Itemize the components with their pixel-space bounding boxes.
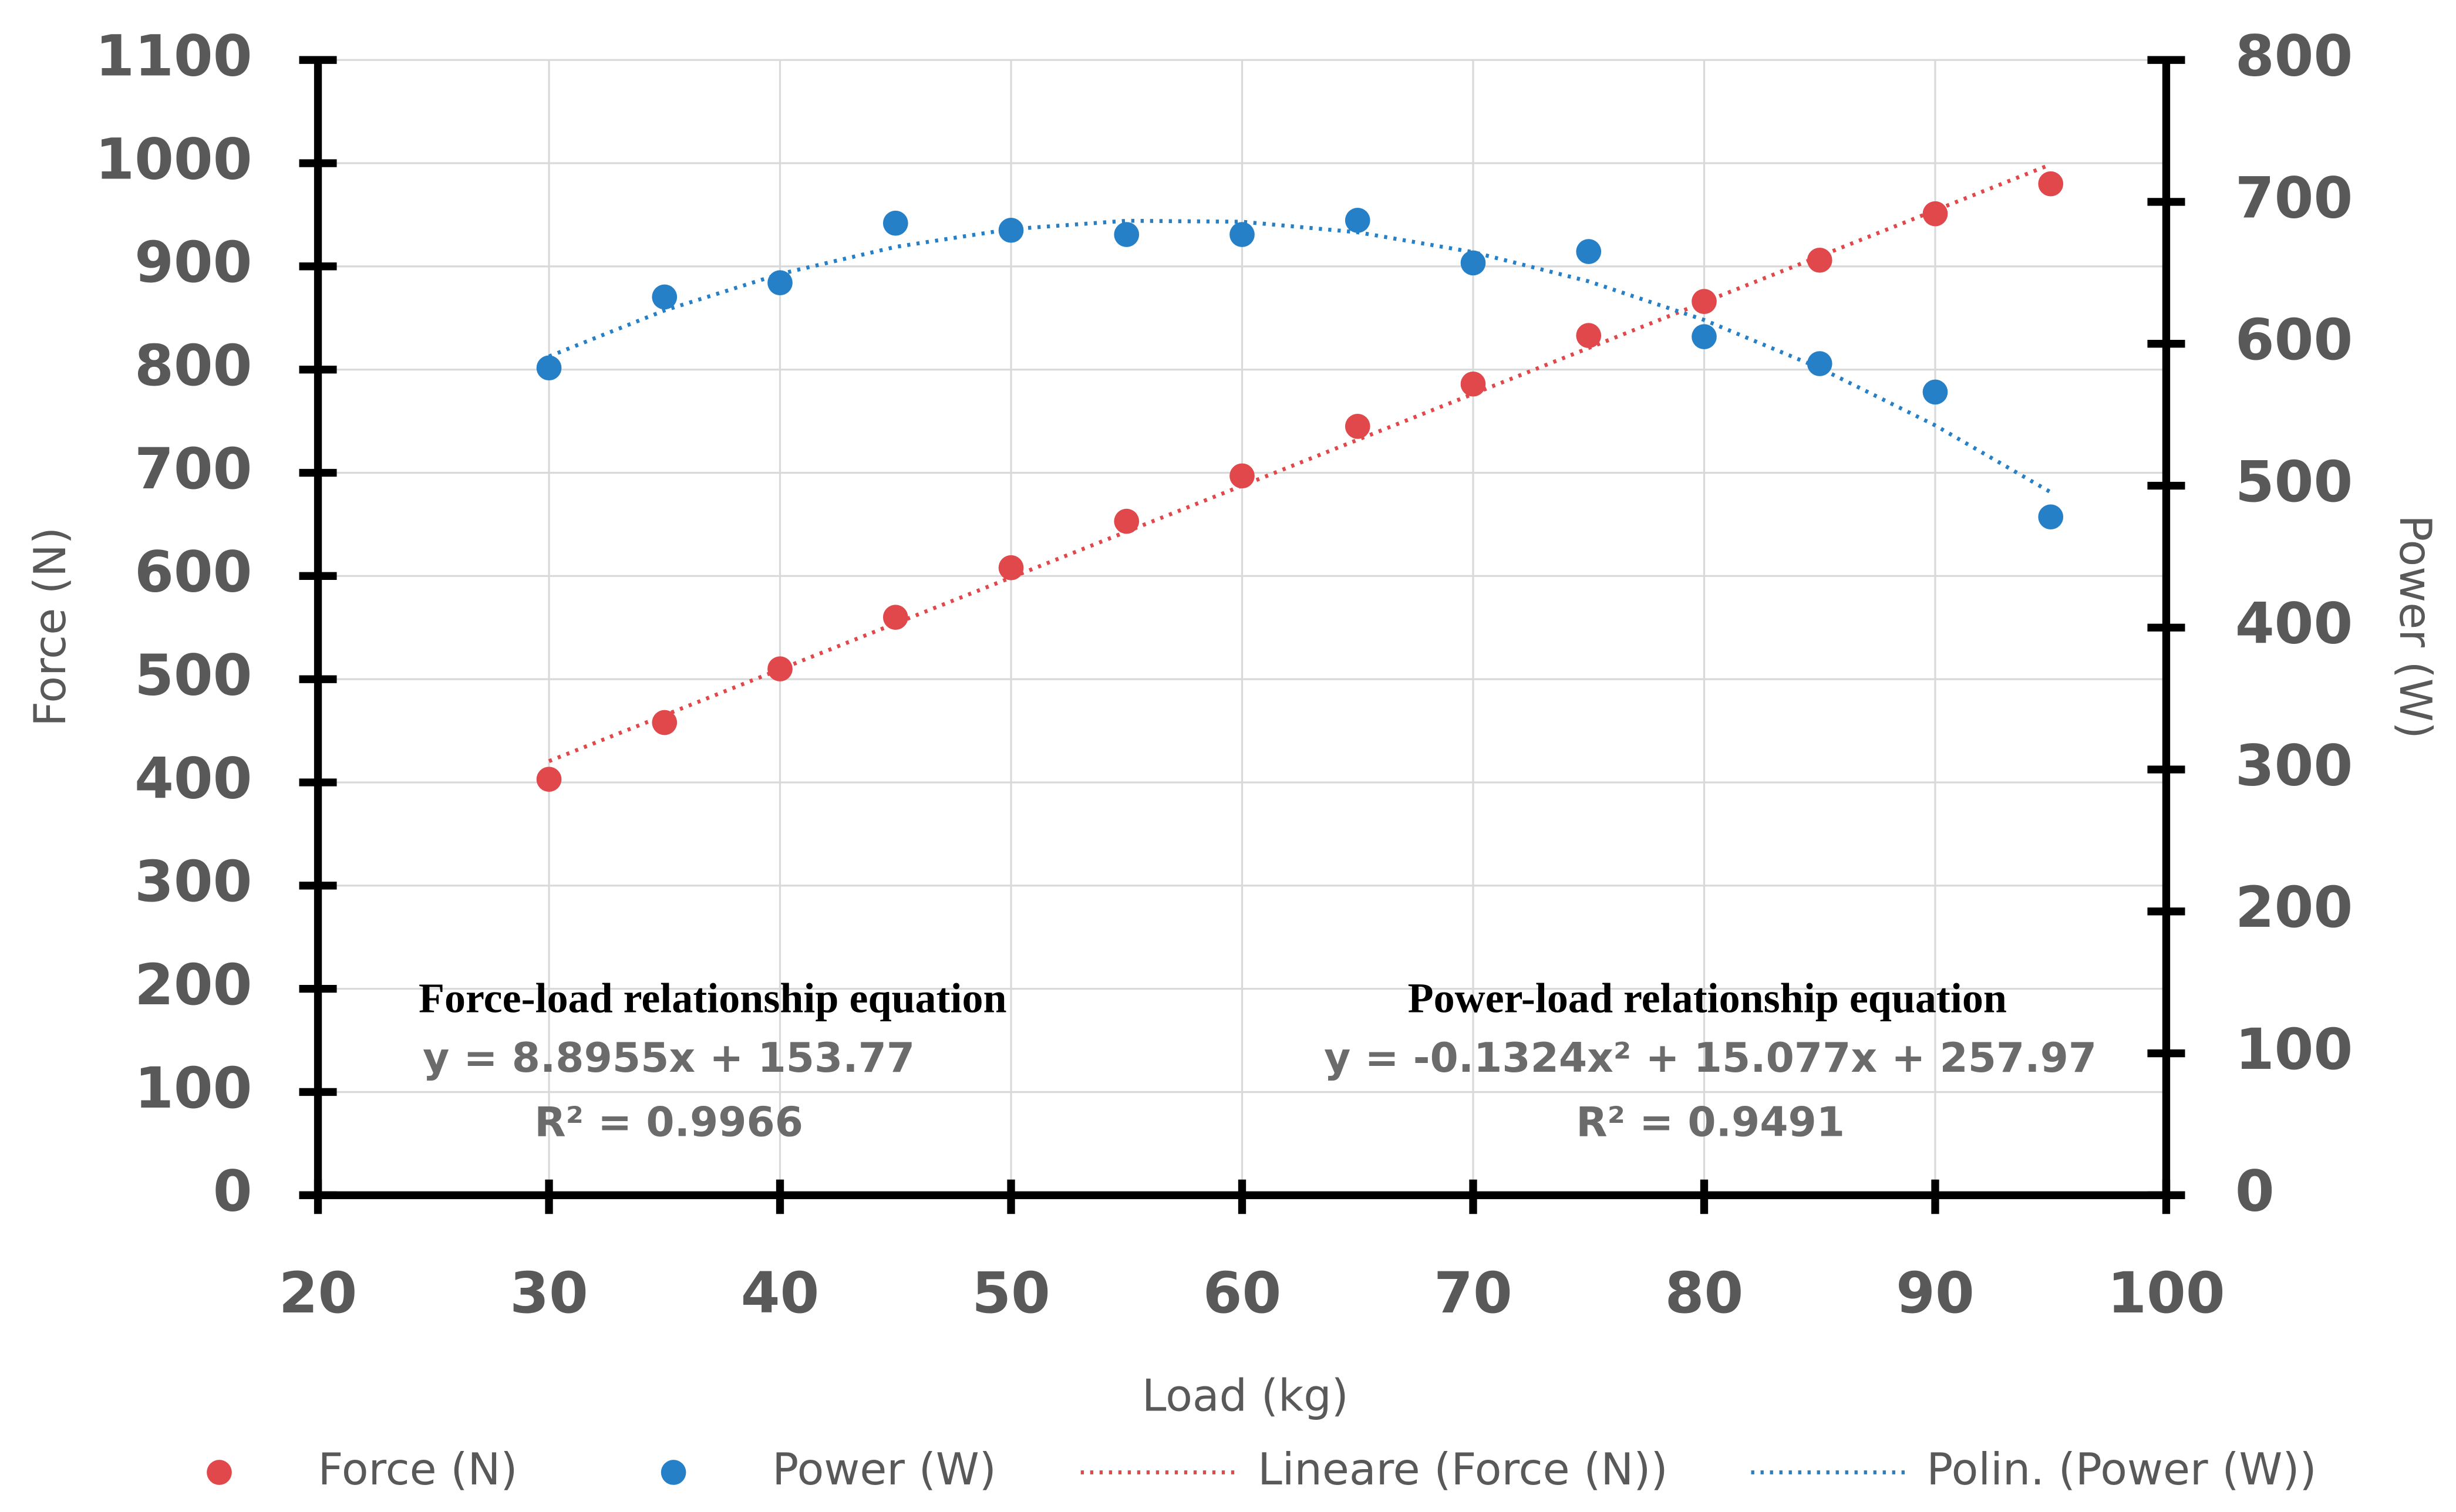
x-tick-label: 90 (1896, 1260, 1975, 1326)
y2-tick-label: 800 (2235, 23, 2353, 89)
legend-label: Lineare (Force (N)) (1258, 1444, 1667, 1495)
point (1922, 201, 1948, 227)
x-tick-label: 60 (1203, 1260, 1282, 1326)
y-tick-label: 300 (134, 849, 252, 914)
y2-tick-label: 700 (2235, 165, 2353, 231)
y-tick-label: 400 (134, 745, 252, 811)
point (1460, 371, 1486, 397)
point (1114, 508, 1140, 534)
annotation-equation: y = -0.1324x² + 15.077x + 257.97 (1324, 1035, 2097, 1082)
y-tick-label: 200 (134, 952, 252, 1018)
x-tick-label: 30 (510, 1260, 588, 1326)
point (536, 767, 562, 792)
point (1692, 324, 1717, 349)
x-tick-label: 40 (741, 1260, 820, 1326)
y-axis-title: Force (N) (25, 527, 76, 727)
y2-tick-label: 200 (2235, 875, 2353, 940)
annotation-equation: y = 8.8955x + 153.77 (423, 1035, 915, 1082)
point (536, 355, 562, 381)
y2-tick-label: 300 (2235, 733, 2353, 798)
x-tick-label: 50 (972, 1260, 1050, 1326)
trendline (548, 163, 2051, 763)
annotation-title: Power-load relationship equation (1408, 975, 2007, 1022)
y-tick-label: 1000 (95, 126, 252, 192)
y-tick-label: 1100 (95, 23, 252, 89)
y2-tick-label: 0 (2235, 1159, 2275, 1224)
y-tick-label: 900 (134, 230, 252, 295)
legend-marker (207, 1460, 232, 1485)
point (1807, 351, 1832, 376)
y2-tick-label: 400 (2235, 591, 2353, 657)
point (1576, 239, 1602, 264)
y-tick-label: 100 (134, 1055, 252, 1121)
point (767, 270, 793, 296)
point (1345, 414, 1370, 439)
x-tick-label: 20 (279, 1260, 358, 1326)
y-tick-label: 800 (134, 333, 252, 399)
legend-label: Force (N) (318, 1444, 518, 1495)
y2-axis-title: Power (W) (2390, 515, 2441, 739)
point (652, 284, 678, 310)
annotation-r2: R² = 0.9966 (534, 1099, 803, 1146)
x-tick-label: 80 (1665, 1260, 1744, 1326)
point (1114, 222, 1140, 247)
x-tick-label: 70 (1434, 1260, 1512, 1326)
point (1229, 463, 1255, 489)
marks (536, 163, 2064, 792)
y-tick-label: 0 (213, 1159, 252, 1224)
point (882, 605, 908, 630)
point (1922, 379, 1948, 405)
point (767, 656, 793, 681)
y-tick-label: 600 (134, 539, 252, 605)
point (1345, 208, 1370, 233)
point (1576, 323, 1602, 348)
point (882, 210, 908, 236)
point (998, 555, 1024, 580)
legend-marker (661, 1460, 686, 1485)
legend-label: Power (W) (772, 1444, 996, 1495)
legend-label: Polin. (Power (W)) (1926, 1444, 2316, 1495)
point (1807, 247, 1832, 273)
trendline (548, 218, 2052, 494)
y2-tick-label: 500 (2235, 449, 2353, 515)
point (652, 710, 678, 735)
legend: Force (N) Power (W) Lineare (Force (N)) Pol… (207, 1444, 2317, 1495)
y-tick-label: 700 (134, 436, 252, 502)
y-tick-label: 500 (134, 643, 252, 708)
y2-tick-label: 100 (2235, 1017, 2353, 1082)
point (1229, 222, 1255, 247)
annotation-title: Force-load relationship equation (419, 975, 1007, 1022)
y2-tick-label: 600 (2235, 307, 2353, 373)
point (2038, 504, 2064, 530)
x-tick-label: 100 (2107, 1260, 2225, 1326)
point (1460, 250, 1486, 276)
annotation-r2: R² = 0.9491 (1576, 1099, 1845, 1146)
x-axis-title: Load (kg) (1142, 1371, 1349, 1422)
point (2038, 171, 2064, 197)
